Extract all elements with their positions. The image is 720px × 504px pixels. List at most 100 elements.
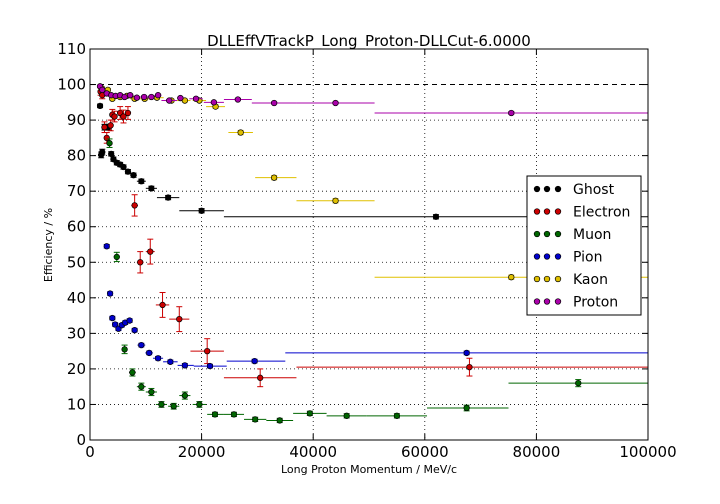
x-tick-label: 60000 (401, 443, 449, 461)
muon-point (158, 401, 165, 408)
electron-point (257, 374, 264, 381)
ghost-point (99, 148, 106, 156)
muon-point (211, 411, 219, 418)
electron-point (137, 259, 144, 266)
kaon-point (508, 274, 515, 281)
legend-marker (554, 275, 562, 283)
legend-marker (543, 208, 551, 215)
pion-point (109, 314, 116, 322)
proton-point (210, 99, 218, 106)
electron-point (204, 347, 211, 355)
x-tick-label: 20000 (178, 443, 226, 461)
proton-point (508, 109, 515, 117)
pion-point (154, 355, 162, 362)
muon-point (170, 403, 177, 410)
ghost-point (148, 185, 155, 192)
legend-item-ghost: Ghost (533, 182, 615, 198)
muon-point (575, 379, 582, 387)
proton-point (234, 96, 242, 103)
y-tick-label: 100 (57, 76, 86, 94)
electron-point (120, 113, 127, 120)
legend-item-pion: Pion (533, 250, 602, 266)
proton-point (148, 93, 155, 101)
kaon-point (332, 197, 339, 204)
x-tick-label: 0 (85, 443, 95, 461)
proton-point (192, 95, 200, 102)
proton-point (332, 99, 339, 107)
pion-point (145, 349, 153, 357)
legend-marker (533, 185, 541, 193)
muon-point (463, 404, 470, 412)
pion-point (106, 290, 114, 297)
proton-point (133, 94, 141, 101)
chart-title: DLLEffVTrackP_Long_Proton-DLLCut-6.0000 (207, 32, 531, 51)
legend-label: Ghost (573, 182, 615, 198)
electron-point (107, 122, 114, 129)
muon-point (230, 411, 238, 418)
muon-point (393, 412, 401, 419)
electron-point (131, 202, 138, 209)
y-tick-label: 60 (67, 218, 86, 236)
x-tick-label: 80000 (513, 443, 561, 461)
legend-marker (554, 298, 562, 305)
kaon-point (270, 174, 278, 181)
legend-label: Kaon (573, 272, 608, 288)
y-tick-label: 10 (67, 395, 86, 413)
pion-point (131, 327, 138, 334)
legend-marker (554, 230, 562, 238)
muon-point (138, 383, 145, 390)
legend-label: Muon (573, 227, 611, 243)
legend-marker (533, 230, 541, 238)
ghost-point (124, 168, 132, 175)
proton-point (127, 92, 134, 99)
x-tick-label: 100000 (619, 443, 676, 461)
electron-point (101, 124, 108, 131)
series-muon (106, 138, 648, 424)
legend-frame (526, 175, 642, 316)
pion-point (103, 243, 110, 250)
y-tick-label: 0 (76, 431, 86, 449)
y-tick-label: 80 (67, 147, 86, 165)
legend-marker (543, 253, 551, 260)
y-tick-label: 30 (67, 324, 86, 342)
y-tick-label: 110 (57, 40, 86, 58)
legend-marker (543, 298, 551, 305)
electron-point (124, 109, 132, 117)
ghost-point (120, 163, 127, 171)
ghost-point (130, 172, 137, 179)
proton-point (154, 92, 162, 99)
legend-item-muon: Muon (533, 227, 611, 243)
proton-point (166, 97, 173, 104)
legend-item-kaon: Kaon (533, 272, 608, 288)
muon-point (343, 412, 350, 419)
muon-point (276, 417, 283, 424)
legend-marker (554, 208, 562, 215)
muon-point (129, 369, 136, 376)
legend-marker (533, 298, 541, 305)
legend-marker (543, 185, 551, 193)
y-tick-label: 70 (67, 182, 86, 200)
pion-point (126, 317, 133, 324)
y-axis-ticks: 0 10 20 30 40 50 60 70 80 90 100 110 (57, 40, 648, 449)
series-pion (103, 243, 648, 370)
kaon-point (237, 129, 244, 136)
ghost-point (108, 150, 115, 158)
electron-point (176, 315, 183, 323)
y-tick-label: 90 (67, 111, 86, 129)
muon-point (113, 253, 120, 261)
pion-point (463, 349, 470, 357)
x-axis-ticks: 0 20000 40000 60000 80000 100000 (85, 49, 677, 461)
muon-point (306, 410, 314, 417)
muon-point (121, 346, 128, 353)
ghost-point (198, 207, 205, 214)
muon-point (196, 401, 203, 408)
series-proton (96, 83, 648, 117)
y-tick-label: 50 (67, 253, 86, 271)
pion-point (251, 357, 258, 365)
pion-point (181, 362, 189, 369)
muon-point (181, 392, 189, 399)
legend-marker (543, 230, 551, 238)
proton-point (140, 93, 148, 101)
legend-marker (533, 275, 541, 283)
